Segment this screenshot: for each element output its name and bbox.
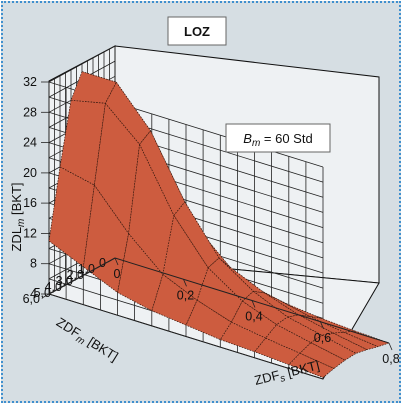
surface-patch	[254, 337, 301, 365]
z-tick-label: 20	[23, 166, 37, 180]
surface-patch	[299, 342, 346, 369]
annotation-symbol: B	[243, 131, 252, 146]
y-tick-label: 1,0	[78, 262, 95, 276]
z-tick-label: 16	[23, 196, 37, 210]
y-axis-label: ZDFm [BKT]	[52, 314, 121, 366]
floor-edge	[114, 257, 390, 344]
y-tick-label: 6,0	[23, 292, 40, 306]
z-tick-label: 8	[30, 257, 37, 271]
surface-chart: 32 28 24 20 16 12 8 4 0 1,02,03,04,05,06,0 0 0,2 0,4…	[9, 16, 400, 388]
z-tick-label: 12	[23, 226, 37, 240]
x-tick-mark	[251, 300, 256, 308]
y-tick-label: 2,0	[67, 268, 84, 282]
z-tick-label: 4	[30, 287, 37, 301]
x-tick-mark	[114, 257, 119, 266]
x-tick-label: 0,8	[382, 352, 399, 366]
z-axis-label-main: ZDL	[9, 227, 24, 252]
x-tick-label: 0,6	[314, 331, 331, 345]
surface-patch	[82, 184, 129, 293]
x-axis-label-main: ZDF	[253, 367, 281, 388]
annotation-subscript: m	[252, 138, 260, 149]
surface-patch	[59, 99, 106, 186]
surface-patch	[321, 332, 368, 354]
x-tick-label: 0,4	[245, 310, 262, 324]
z-axis-label-sub: m	[16, 219, 27, 227]
z-tick-label: 24	[23, 136, 37, 150]
z-axis-label: ZDLm [BKT]	[9, 182, 27, 251]
surface-patch	[48, 166, 95, 268]
y-tick-label: 3,0	[56, 274, 73, 288]
surface-patch	[117, 233, 164, 312]
floor-edge	[48, 257, 116, 295]
x-axis-label-sub: s	[279, 373, 287, 385]
surface	[48, 71, 390, 378]
surface-patch	[263, 292, 310, 317]
z-tick-label: 32	[23, 75, 37, 89]
chart-title-box: LOZ	[167, 16, 227, 46]
annotation-text: Bm = 60 Std	[243, 131, 312, 149]
y-tick-label: 0	[99, 256, 106, 270]
x-tick-mark	[388, 342, 393, 351]
y-tick-mark	[41, 293, 50, 299]
x-tick-mark	[320, 321, 324, 329]
y-tick-label: 4,0	[45, 280, 62, 294]
annotation-rest: = 60 Std	[260, 131, 312, 146]
x-tick-label: 0,2	[177, 288, 194, 302]
surface-patch	[185, 299, 232, 340]
axis-ticks: 32 28 24 20 16 12 8 4 0 1,02,03,04,05,06,0 0 0,2 0,4…	[23, 75, 400, 366]
annotation-box: Bm = 60 Std	[225, 123, 331, 153]
chart-title: LOZ	[184, 24, 210, 39]
x-tick-mark	[183, 279, 187, 287]
z-axis-label-unit: [BKT]	[9, 182, 24, 218]
y-axis-label-unit: [BKT]	[82, 332, 121, 364]
y-tick-label: 5,0	[34, 286, 51, 300]
surface-patch	[151, 274, 198, 326]
x-tick-label: 0	[114, 267, 121, 281]
z-tick-label: 28	[23, 105, 37, 119]
